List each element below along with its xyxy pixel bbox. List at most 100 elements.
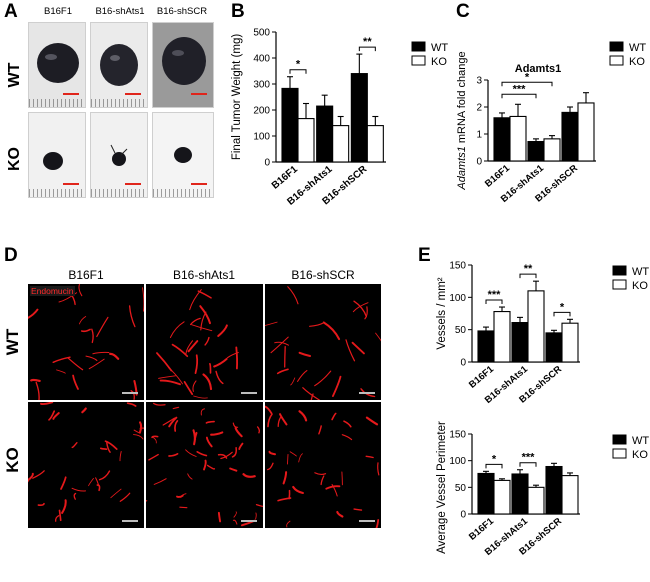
vessel-mark (331, 483, 338, 497)
vessel-mark (352, 302, 369, 313)
vessel-staining-image (28, 402, 144, 522)
tumor-photo-wt-b16shscr (152, 22, 214, 108)
panel-B-letter: B (231, 1, 245, 22)
vessel-mark (238, 442, 244, 451)
y-tick-label: 200 (253, 106, 270, 117)
y-tick-label: 50 (455, 325, 467, 336)
y-tick-label: 0 (460, 510, 466, 521)
significance-label: ** (363, 36, 372, 48)
legend-label: KO (632, 280, 648, 292)
vessel-mark (255, 503, 263, 507)
bar-ko (577, 102, 595, 162)
tumor-image (110, 144, 128, 166)
bar-ko (543, 138, 561, 162)
vessel-mark (220, 451, 233, 460)
microscopy-ko-b16f1 (28, 402, 144, 528)
vessel-mark (58, 292, 78, 303)
vessel-mark (325, 485, 341, 490)
bar-ko (332, 125, 350, 163)
y-tick-label: 150 (449, 261, 466, 272)
chart-tumor-weight: 0 100 200 300 400 500 Final Tumor Weight (mg) B… (231, 28, 448, 208)
significance-bracket (519, 462, 537, 467)
legend-swatch-wt (612, 265, 627, 276)
bar-wt (545, 465, 563, 515)
vessel-mark (189, 289, 202, 311)
vessel-mark (71, 442, 78, 449)
legend-swatch-ko (609, 55, 624, 66)
vessel-mark (72, 374, 79, 390)
vessel-mark (377, 462, 380, 476)
vessel-mark (92, 351, 110, 355)
vessel-mark (270, 336, 289, 354)
vessel-mark (200, 408, 206, 416)
tumor-photo-ko-b16shscr (152, 112, 214, 198)
vessel-staining-image (156, 289, 239, 399)
vessel-mark (194, 431, 198, 441)
vessel-mark (30, 378, 41, 382)
bar-wt (477, 472, 495, 515)
vessel-mark (78, 284, 83, 297)
panel-E-letter: E (418, 245, 431, 266)
vessel-mark (298, 453, 303, 463)
vessel-mark (199, 305, 211, 325)
vessel-mark (169, 321, 185, 338)
vessel-mark (55, 515, 60, 522)
vessel-mark (71, 487, 87, 492)
vessel-mark (256, 426, 260, 434)
vessel-mark (274, 341, 289, 346)
vessel-mark (336, 510, 344, 518)
vessel-mark (341, 434, 353, 441)
category-label: B16F1 (483, 162, 512, 189)
vessel-mark (138, 421, 143, 434)
vessel-mark (277, 417, 282, 428)
significance-bracket (501, 93, 537, 99)
scale-bar (63, 183, 79, 185)
panelA-col-label-2: B16-shAts1 (95, 6, 145, 17)
chart-title: Adamts1 (515, 63, 561, 75)
bar-wt (477, 330, 495, 363)
vessel-mark (309, 322, 325, 327)
vessel-mark (235, 346, 239, 370)
panelA-row-label-ko: KO (6, 147, 23, 171)
vessel-mark (153, 478, 167, 485)
vessel-mark (109, 352, 120, 360)
vessel-mark (205, 436, 213, 448)
bar-ko (527, 290, 545, 363)
vessel-mark (331, 412, 337, 421)
vessel-mark (28, 472, 34, 480)
panelD-col-label-1: B16F1 (68, 268, 104, 282)
scale-bar (241, 392, 257, 394)
vessel-mark (187, 340, 199, 353)
y-axis-label: Adamts1 mRNA fold change (456, 51, 468, 190)
vessel-mark (85, 355, 98, 362)
vessel-mark (191, 324, 213, 332)
bar-ko (509, 115, 527, 162)
vessel-mark (126, 402, 137, 407)
vessel-mark (255, 512, 257, 520)
panelD-col-label-2: B16-shAts1 (172, 268, 236, 282)
y-tick-label: 3 (476, 76, 482, 87)
vessel-mark (142, 287, 144, 312)
vessel-mark (58, 509, 62, 522)
vessel-mark (119, 451, 122, 462)
vessel-mark (179, 506, 188, 509)
vessel-mark (104, 440, 118, 450)
vessel-mark (98, 470, 111, 481)
bar-ko (493, 311, 511, 363)
scale-bar (122, 520, 138, 522)
scale-bar (241, 520, 257, 522)
scale-bar (359, 520, 375, 522)
significance-label: ** (524, 263, 533, 275)
legend-label: KO (632, 449, 648, 461)
vessel-mark (310, 393, 314, 400)
bar-ko (561, 475, 579, 515)
microscopy-wt-b16shscr (265, 284, 381, 400)
tumor-image (37, 43, 79, 83)
microscopy-ko-b16shscr (265, 402, 381, 528)
vessel-mark (297, 370, 308, 382)
y-tick-label: 100 (253, 132, 270, 143)
vessel-mark (159, 379, 181, 386)
vessel-mark (194, 354, 199, 374)
